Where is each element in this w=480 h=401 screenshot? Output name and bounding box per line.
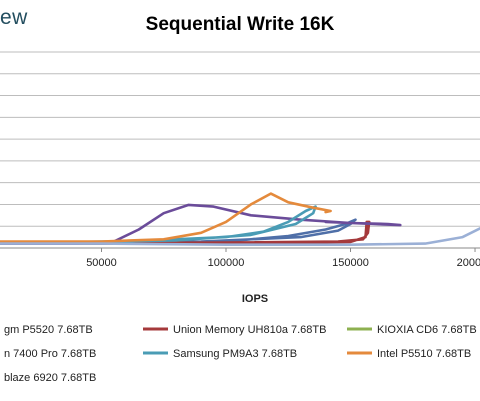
logo-text: ew [0, 6, 28, 29]
chart-title: Sequential Write 16K [146, 14, 335, 35]
x-tick-label: 50000 [86, 257, 117, 269]
legend-label: n 7400 Pro 7.68TB [4, 348, 96, 360]
x-tick-label: 150000 [332, 257, 369, 269]
legend-label: blaze 6920 7.68TB [4, 372, 96, 384]
series-line [0, 205, 317, 245]
series-line [0, 227, 480, 246]
legend-label: KIOXIA CD6 7.68TB [377, 324, 477, 336]
legend-label: gm P5520 7.68TB [4, 324, 93, 336]
legend-label: Samsung PM9A3 7.68TB [173, 348, 297, 360]
series-line [0, 203, 402, 245]
series-line [0, 220, 371, 245]
legend-label: Intel P5510 7.68TB [377, 348, 471, 360]
legend-label: Union Memory UH810a 7.68TB [173, 324, 326, 336]
x-axis-label: IOPS [242, 293, 268, 305]
x-tick-label: 100000 [208, 257, 245, 269]
series-line [0, 192, 332, 243]
x-tick-label: 200000 [457, 257, 480, 269]
